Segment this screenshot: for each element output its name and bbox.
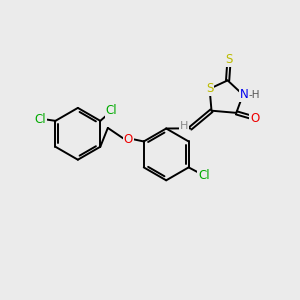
Text: H: H <box>180 121 188 131</box>
Text: S: S <box>225 53 233 66</box>
Text: Cl: Cl <box>106 104 117 117</box>
Text: -H: -H <box>248 90 260 100</box>
Text: S: S <box>206 82 213 95</box>
Text: O: O <box>250 112 259 125</box>
Text: Cl: Cl <box>198 169 210 182</box>
Text: Cl: Cl <box>34 113 46 126</box>
Text: N: N <box>240 88 249 101</box>
Text: O: O <box>124 133 133 146</box>
